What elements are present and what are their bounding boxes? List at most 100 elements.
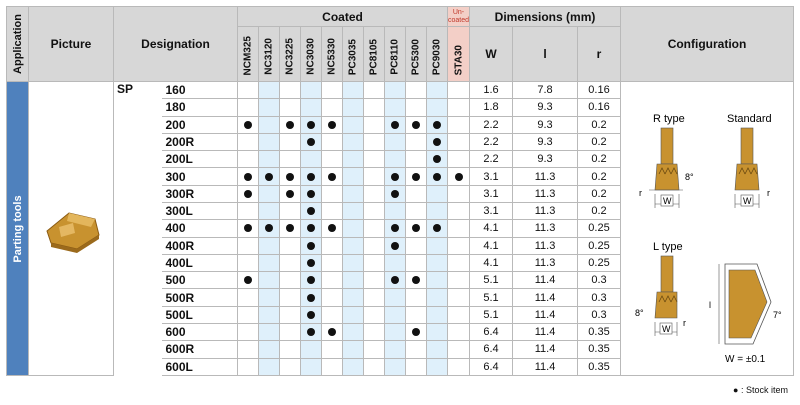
dimension-l-cell: 7.8 <box>512 80 579 100</box>
stock-dot-icon <box>391 120 399 129</box>
stock-cell <box>321 98 343 117</box>
stock-dot-icon <box>286 189 294 198</box>
table-row: 500R 5.1 11.4 0.3 <box>7 288 794 307</box>
dimension-l-cell: 9.3 <box>512 150 579 169</box>
stock-cell <box>446 184 471 203</box>
stock-cell <box>342 98 364 117</box>
stock-cell <box>237 236 259 255</box>
stock-cell <box>384 115 406 134</box>
designation-cell: 400L <box>161 253 238 273</box>
stock-cell <box>384 236 406 255</box>
stock-cell <box>384 132 406 152</box>
dimension-r-cell: 0.35 <box>577 357 622 376</box>
stock-cell <box>384 340 406 359</box>
stock-cell <box>237 357 259 376</box>
stock-cell <box>321 201 343 221</box>
product-table-wrapper: Application Picture Designation Coated U… <box>6 6 795 376</box>
stock-cell <box>446 80 471 100</box>
stock-cell <box>384 288 406 307</box>
table-row: 300 3.1 11.3 0.2 <box>7 167 794 186</box>
stock-cell <box>405 201 427 221</box>
table-row: 200 2.2 9.3 0.2 <box>7 115 794 134</box>
dimension-r-cell: 0.25 <box>577 236 622 255</box>
coated-header: Coated <box>237 6 448 27</box>
dimension-w-cell: 2.2 <box>469 115 514 134</box>
stock-cell <box>258 132 280 152</box>
stock-cell <box>363 357 385 376</box>
stock-cell <box>384 184 406 203</box>
stock-cell <box>279 288 301 307</box>
stock-cell <box>258 80 280 100</box>
stock-cell <box>237 132 259 152</box>
w-label: W <box>662 324 671 334</box>
stock-cell <box>279 201 301 221</box>
stock-cell <box>321 219 343 238</box>
dimension-w-cell: 5.1 <box>469 271 514 290</box>
stock-cell <box>258 322 280 342</box>
stock-cell <box>300 184 322 203</box>
stock-cell <box>258 184 280 203</box>
stock-cell <box>363 80 385 100</box>
stock-cell <box>384 253 406 273</box>
stock-cell <box>363 305 385 324</box>
stock-cell <box>384 98 406 117</box>
stock-cell <box>237 80 259 100</box>
grade-header: PC8105 <box>363 26 385 82</box>
stock-cell <box>446 253 471 273</box>
stock-cell <box>321 340 343 359</box>
stock-cell <box>446 98 471 117</box>
designation-cell: 600L <box>161 357 238 376</box>
series-label: SP <box>113 81 162 376</box>
parting-tools-table: Application Picture Designation Coated U… <box>6 6 795 376</box>
stock-dot-icon <box>412 172 420 181</box>
stock-cell <box>237 219 259 238</box>
stock-cell <box>405 219 427 238</box>
standard-label: Standard <box>727 113 772 125</box>
stock-dot-icon <box>307 259 315 268</box>
stock-cell <box>363 236 385 255</box>
designation-cell: 200 <box>161 115 238 134</box>
stock-cell <box>300 201 322 221</box>
grade-header: NC3225 <box>279 26 301 82</box>
dimension-r-cell: 0.35 <box>577 340 622 359</box>
dimension-w-cell: 3.1 <box>469 201 514 221</box>
dimension-l-cell: 11.3 <box>512 219 579 238</box>
stock-cell <box>279 340 301 359</box>
dimension-r-cell: 0.3 <box>577 271 622 290</box>
stock-cell <box>363 219 385 238</box>
stock-cell <box>384 201 406 221</box>
dimension-l-cell: 11.3 <box>512 184 579 203</box>
designation-cell: 600 <box>161 322 238 342</box>
dimension-r-cell: 0.2 <box>577 201 622 221</box>
r-label: r <box>683 318 686 328</box>
dimension-r-cell: 0.2 <box>577 184 622 203</box>
r-label: r <box>639 188 642 198</box>
stock-dot-icon <box>286 172 294 181</box>
dimensions-header: Dimensions (mm) <box>469 6 622 27</box>
stock-cell <box>405 184 427 203</box>
stock-cell <box>321 253 343 273</box>
stock-cell <box>384 305 406 324</box>
stock-cell <box>321 357 343 376</box>
stock-dot-icon <box>265 172 273 181</box>
stock-cell <box>363 132 385 152</box>
dimension-w-cell: 1.6 <box>469 80 514 100</box>
stock-dot-icon <box>307 189 315 198</box>
dimension-l-cell: 9.3 <box>512 115 579 134</box>
stock-cell <box>321 80 343 100</box>
stock-cell <box>342 219 364 238</box>
dimension-r-cell: 0.2 <box>577 167 622 186</box>
stock-cell <box>363 115 385 134</box>
table-row: 200L 2.2 9.3 0.2 <box>7 150 794 169</box>
stock-cell <box>426 132 448 152</box>
stock-cell <box>405 150 427 169</box>
dimension-w-cell: 5.1 <box>469 305 514 324</box>
stock-cell <box>321 236 343 255</box>
uncoated-header: Un-coated <box>446 6 471 27</box>
dimension-w-cell: 2.2 <box>469 150 514 169</box>
stock-cell <box>446 340 471 359</box>
stock-cell <box>426 322 448 342</box>
stock-cell <box>321 150 343 169</box>
table-row: 500L 5.1 11.4 0.3 <box>7 305 794 324</box>
stock-dot-icon <box>391 172 399 181</box>
